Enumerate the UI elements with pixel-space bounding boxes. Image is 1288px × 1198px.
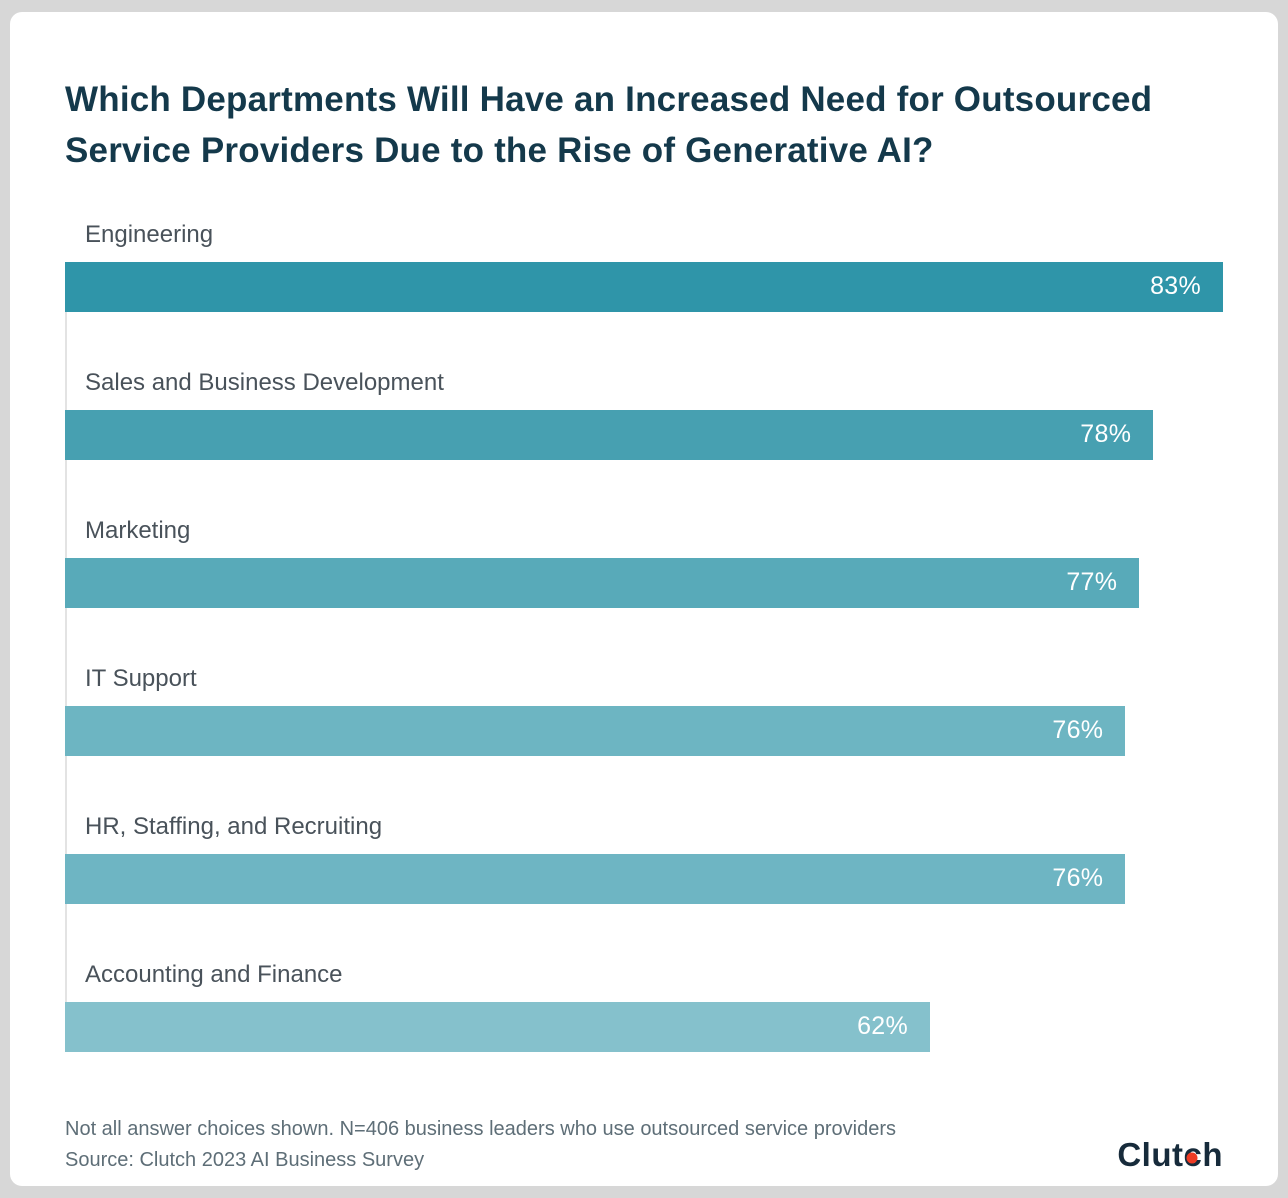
bar: 77% (65, 557, 1140, 608)
chart-footer: Not all answer choices shown. N=406 busi… (65, 1114, 1223, 1176)
chart-card: Which Departments Will Have an Increased… (10, 12, 1278, 1186)
category-label: Engineering (85, 220, 214, 248)
bar-row: HR, Staffing, and Recruiting 76% (65, 812, 1223, 904)
bar-value-label: 83% (1150, 272, 1201, 300)
bar-chart: Engineering 83% Sales and Business Devel… (65, 220, 1223, 1052)
bar-row: Marketing 77% (65, 516, 1223, 608)
logo-text-right: h (1202, 1135, 1223, 1173)
bar: 76% (65, 853, 1126, 904)
y-axis-line (65, 261, 67, 1052)
chart-title: Which Departments Will Have an Increased… (65, 80, 1153, 170)
logo-text-left: Clut (1117, 1135, 1184, 1173)
bar-value-label: 78% (1080, 420, 1132, 448)
logo-dotted-c: c (1183, 1136, 1202, 1174)
category-label: HR, Staffing, and Recruiting (85, 812, 383, 840)
category-label: Sales and Business Development (85, 368, 444, 396)
bar-row: Accounting and Finance 62% (65, 960, 1223, 1052)
category-label: Accounting and Finance (85, 960, 343, 988)
bar-row: IT Support 76% (65, 664, 1223, 756)
footnote: Not all answer choices shown. N=406 busi… (65, 1114, 896, 1176)
category-label: IT Support (85, 664, 197, 692)
clutch-logo: Clutch (1117, 1136, 1223, 1176)
logo-red-dot-icon (1186, 1152, 1198, 1164)
footnote-line2: Source: Clutch 2023 AI Business Survey (65, 1148, 425, 1171)
bar: 83% (65, 261, 1223, 312)
bar-value-label: 62% (857, 1012, 908, 1040)
footnote-line1: Not all answer choices shown. N=406 busi… (65, 1117, 896, 1140)
bar-value-label: 76% (1052, 864, 1104, 892)
bar: 78% (65, 409, 1154, 460)
bar-value-label: 76% (1052, 716, 1104, 744)
bar-row: Engineering 83% (65, 220, 1223, 312)
bar: 76% (65, 705, 1126, 756)
bar-row: Sales and Business Development 78% (65, 368, 1223, 460)
bar-value-label: 77% (1066, 568, 1118, 596)
bar: 62% (65, 1001, 930, 1052)
category-label: Marketing (85, 516, 191, 544)
